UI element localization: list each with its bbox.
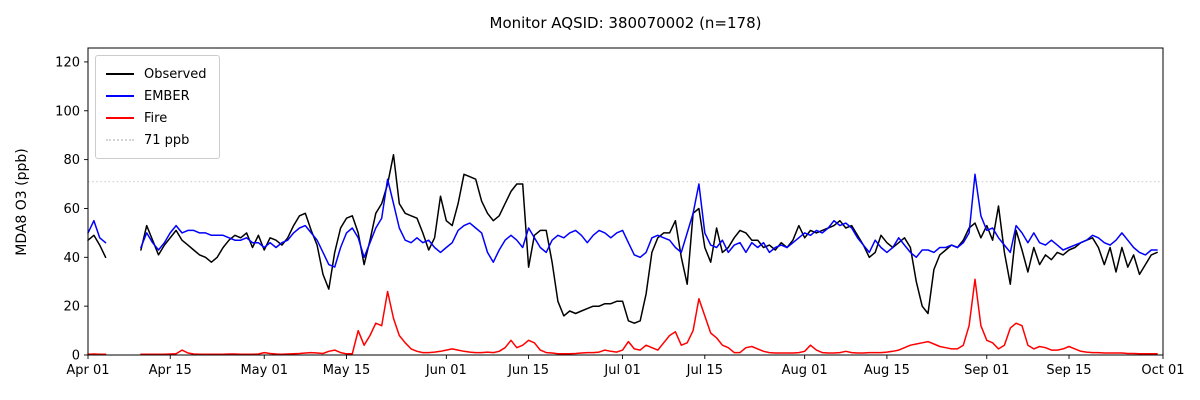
x-tick-label: Jul 01 [603,363,640,378]
legend-label-threshold: 71 ppb [144,132,190,148]
series-line-observed [87,153,1158,324]
x-tick-label: Jun 15 [507,363,549,378]
x-tick-label: May 15 [323,363,371,378]
y-axis-label: MDA8 O3 (ppb) [14,148,30,256]
fire-line-swatch [106,117,134,119]
y-tick-label: 40 [63,251,80,266]
plot-frame [87,47,1164,356]
x-tick-label: May 01 [240,363,288,378]
legend: Observed EMBER Fire 71 ppb [95,55,220,159]
x-tick-label: Apr 01 [66,363,109,378]
threshold-line-swatch [106,139,134,141]
y-tick-label: 60 [63,202,80,217]
legend-item-fire: Fire [106,107,207,129]
y-tick-label: 100 [55,104,80,119]
x-tick-label: Aug 01 [782,363,828,378]
y-tick-label: 20 [63,300,80,315]
x-tick-label: Apr 15 [149,363,192,378]
legend-label-fire: Fire [144,110,168,126]
x-tick-label: Jun 01 [425,363,467,378]
x-tick-label: Sep 01 [964,363,1009,378]
x-tick-label: Sep 15 [1046,363,1091,378]
chart-title: Monitor AQSID: 380070002 (n=178) [489,14,762,32]
y-tick-label: 120 [55,55,80,70]
legend-item-observed: Observed [106,63,207,85]
observed-line-swatch [106,73,134,75]
y-tick-label: 0 [72,349,80,364]
series-line-fire [87,278,1158,356]
series-line-ember [87,173,1158,268]
legend-item-threshold: 71 ppb [106,129,207,151]
ember-line-swatch [106,95,134,97]
x-tick-label: Jul 15 [686,363,723,378]
legend-item-ember: EMBER [106,85,207,107]
legend-label-ember: EMBER [144,88,190,104]
legend-label-observed: Observed [144,66,207,82]
x-tick-label: Aug 15 [864,363,910,378]
y-tick-label: 80 [63,153,80,168]
x-tick-label: Oct 01 [1141,363,1184,378]
